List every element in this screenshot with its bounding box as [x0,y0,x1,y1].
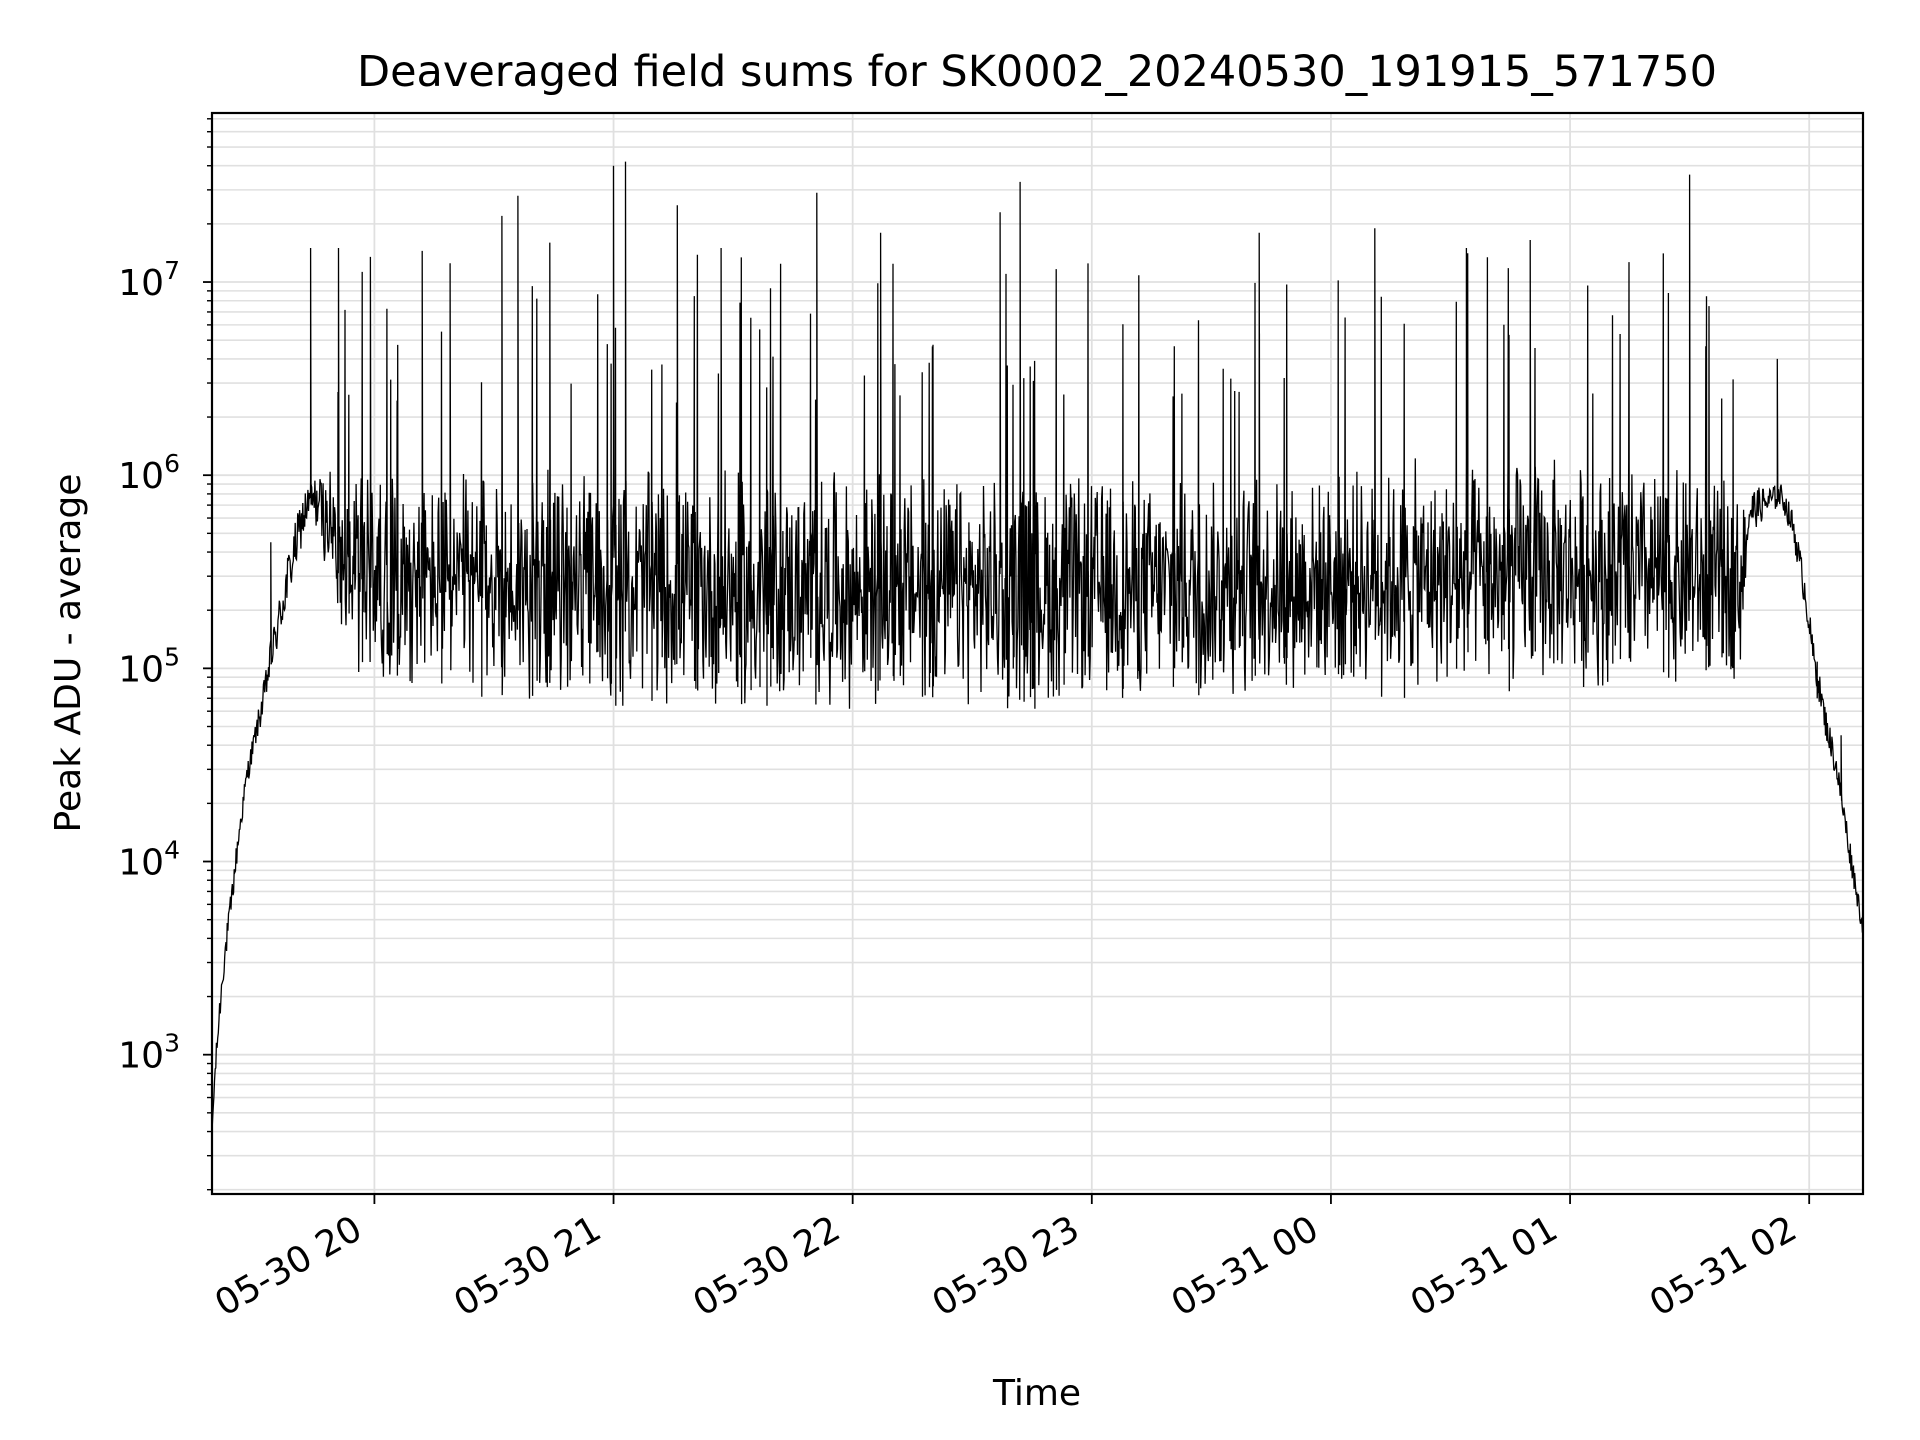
chart-title: Deaveraged field sums for SK0002_2024053… [357,47,1717,97]
y-tick-label: 104 [118,836,180,884]
axes-frame [210,111,1865,1196]
y-axis: 103 104 105 106 107 [118,118,212,1191]
y-tick-label: 107 [118,256,180,304]
y-tick-label: 103 [118,1029,180,1077]
y-axis-label: Peak ADU - average [48,474,89,833]
plot-area [211,161,1864,1132]
y-tick-label: 105 [118,642,180,690]
y-tick-label: 106 [118,449,180,497]
x-axis-label: Time [992,1373,1081,1414]
series-line [211,161,1864,1132]
